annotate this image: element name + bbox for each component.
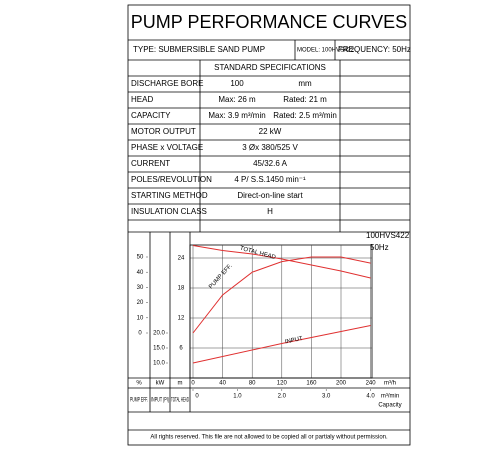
spec-value: 3 Øx 380/525 V — [242, 143, 298, 152]
spec-value: 4 P/ S.S.1450 min⁻¹ — [234, 175, 306, 184]
axis-label: TOTAL HEAD — [171, 398, 189, 404]
spec-label: POLES/REVOLUTION — [131, 175, 212, 184]
spec-value: Max: 3.9 m³/min — [208, 111, 265, 120]
eff-tick-label: 0 — [138, 331, 142, 337]
frame — [127, 4, 411, 446]
eff-tick-label: 20 — [137, 300, 144, 306]
qmin-tick-label: 4.0 — [366, 394, 375, 400]
eff-unit: % — [136, 381, 142, 387]
kw-unit: kW — [156, 381, 165, 387]
footer: All rights reserved. This file are not a… — [150, 435, 388, 441]
spec-label: CAPACITY — [131, 111, 171, 120]
spec-label: DISCHARGE BORE — [131, 79, 203, 88]
spec-value: 100 — [230, 79, 244, 88]
spec-label: HEAD — [131, 95, 153, 104]
q-tick-label: 40 — [219, 381, 226, 387]
curve — [192, 256, 371, 334]
kw-tick-label: 15.0 — [153, 346, 165, 352]
q-tick-label: 120 — [277, 381, 288, 387]
type: TYPE: SUBMERSIBLE SAND PUMP — [133, 45, 265, 54]
spec-value: H — [267, 207, 273, 216]
title: PUMP PERFORMANCE CURVES — [131, 12, 407, 32]
spec-label: MOTOR OUTPUT — [131, 127, 196, 136]
q-tick-label: 200 — [336, 381, 347, 387]
qmin-unit: m³/min — [381, 394, 399, 400]
eff-tick-label: 50 — [137, 255, 144, 261]
head-tick-label: 6 — [179, 346, 183, 352]
eff-tick-label: 10 — [137, 315, 144, 321]
qmin-label: Capacity — [378, 403, 401, 409]
head-tick-label: 24 — [178, 256, 185, 262]
qmin-tick-label: 1.0 — [233, 394, 242, 400]
spec-value: Max: 26 m — [218, 95, 256, 104]
q-unit: m³/h — [384, 381, 396, 387]
eff-tick-label: 40 — [137, 270, 144, 276]
spec-label: INSULATION CLASS — [131, 207, 207, 216]
chart-model: 100HVS422 — [366, 231, 410, 240]
head-unit: m — [178, 381, 183, 387]
spec-value: 45/32.6 A — [253, 159, 287, 168]
spec-label: CURRENT — [131, 159, 170, 168]
qmin-tick-label: 3.0 — [322, 394, 331, 400]
q-tick-label: 80 — [249, 381, 256, 387]
head-tick-label: 12 — [178, 316, 185, 322]
model: MODEL: 100HVS422 — [297, 48, 355, 54]
q-tick-label: 240 — [366, 381, 377, 387]
spec-value: 22 kW — [259, 127, 282, 136]
curve — [192, 245, 371, 279]
specs-heading: STANDARD SPECIFICATIONS — [214, 63, 326, 72]
q-tick-label: 160 — [306, 381, 317, 387]
frequency: FREQUENCY: 50Hz — [338, 45, 411, 54]
curve-label: INPUT — [284, 336, 303, 346]
curve — [192, 325, 371, 364]
axis-label: PUMP EFF. — [130, 398, 148, 404]
kw-tick-label: 10.0 — [153, 361, 165, 367]
kw-tick-label: 20.0 — [153, 331, 165, 337]
q-tick-label: 0 — [191, 381, 195, 387]
spec-value: mm — [298, 79, 312, 88]
spec-label: PHASE x VOLTAGE — [131, 143, 203, 152]
head-tick-label: 18 — [178, 286, 185, 292]
spec-label: STARTING METHOD — [131, 191, 208, 200]
spec-value: Rated: 21 m — [283, 95, 327, 104]
spec-value: Rated: 2.5 m³/min — [273, 111, 337, 120]
qmin-tick-label: 0 — [195, 394, 199, 400]
spec-value: Direct-on-line start — [237, 191, 303, 200]
axis-label: INPUT (PI) — [151, 398, 169, 404]
chart-frequency: 50Hz — [370, 243, 389, 252]
qmin-tick-label: 2.0 — [278, 394, 287, 400]
eff-tick-label: 30 — [137, 285, 144, 291]
